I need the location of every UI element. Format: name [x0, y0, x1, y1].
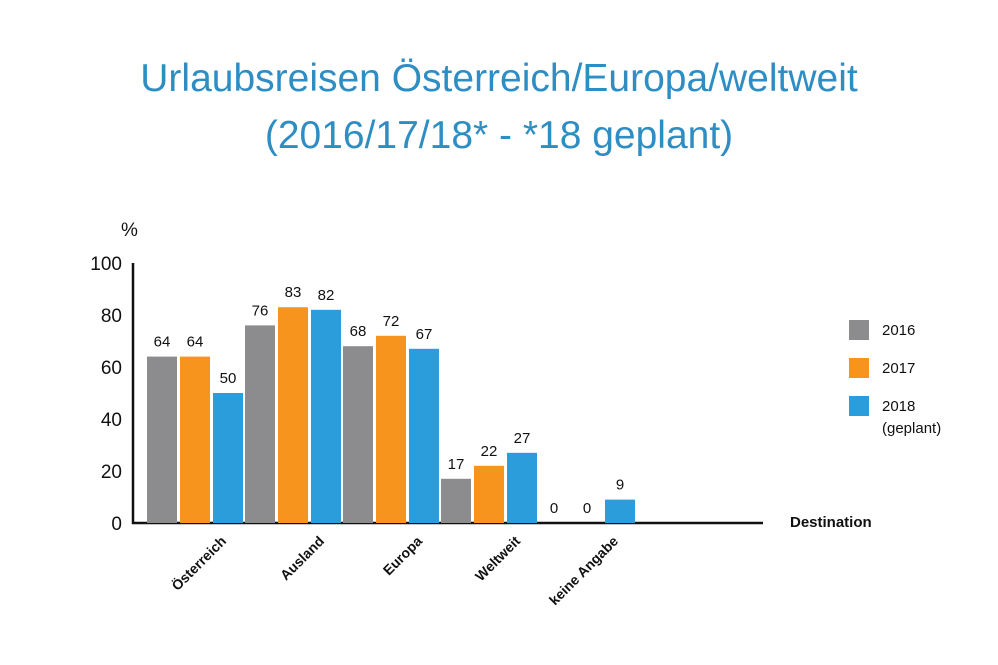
chart-title-line1: Urlaubsreisen Österreich/Europa/weltweit	[140, 57, 858, 100]
data-label: 68	[350, 323, 367, 340]
bar-2017	[180, 356, 210, 523]
x-category-label: Ausland	[277, 533, 327, 583]
x-axis-title: Destination	[790, 514, 872, 531]
legend-swatch-2016	[849, 320, 869, 340]
bar-2016	[147, 356, 177, 523]
y-tick-label: 0	[111, 514, 122, 535]
bar-2016	[245, 325, 275, 523]
y-tick-label: 80	[101, 306, 122, 327]
data-label: 82	[318, 287, 335, 304]
data-label: 83	[285, 284, 302, 301]
bar-2016	[343, 346, 373, 523]
data-label: 50	[220, 370, 237, 387]
legend-swatch-2018	[849, 396, 869, 416]
legend-label: 2018	[882, 398, 915, 415]
data-label: 9	[616, 477, 624, 494]
data-label: 64	[187, 334, 204, 351]
bar-2016	[441, 478, 471, 523]
bar-2018	[311, 309, 341, 523]
data-label: 64	[154, 334, 171, 351]
y-tick-label: 60	[101, 358, 122, 379]
y-axis-label: %	[121, 220, 138, 241]
data-label: 22	[481, 443, 498, 460]
data-label: 0	[583, 500, 591, 517]
data-label: 17	[448, 456, 465, 473]
data-label: 0	[550, 500, 558, 517]
y-tick-label: 20	[101, 462, 122, 483]
data-label: 76	[252, 302, 269, 319]
y-tick-label: 40	[101, 410, 122, 431]
x-category-label: keine Angabe	[546, 533, 621, 608]
legend-label: 2017	[882, 360, 915, 377]
x-category-label: Europa	[380, 533, 426, 579]
bar-2017	[376, 335, 406, 523]
x-category-label: Weltweit	[472, 533, 524, 585]
bar-2018	[409, 348, 439, 523]
bar-2018	[507, 452, 537, 523]
data-label: 27	[514, 430, 531, 447]
bar-2017	[278, 307, 308, 523]
bar-2018	[605, 499, 635, 523]
bar-2018	[213, 393, 243, 523]
x-category-label: Österreich	[168, 533, 229, 594]
legend-label-sub: (geplant)	[882, 420, 941, 437]
legend-swatch-2017	[849, 358, 869, 378]
data-label: 67	[416, 326, 433, 343]
y-tick-label: 100	[90, 254, 122, 275]
legend-label: 2016	[882, 322, 915, 339]
bar-2017	[474, 465, 504, 523]
chart-title-line2: (2016/17/18* - *18 geplant)	[264, 114, 734, 157]
data-label: 72	[383, 313, 400, 330]
